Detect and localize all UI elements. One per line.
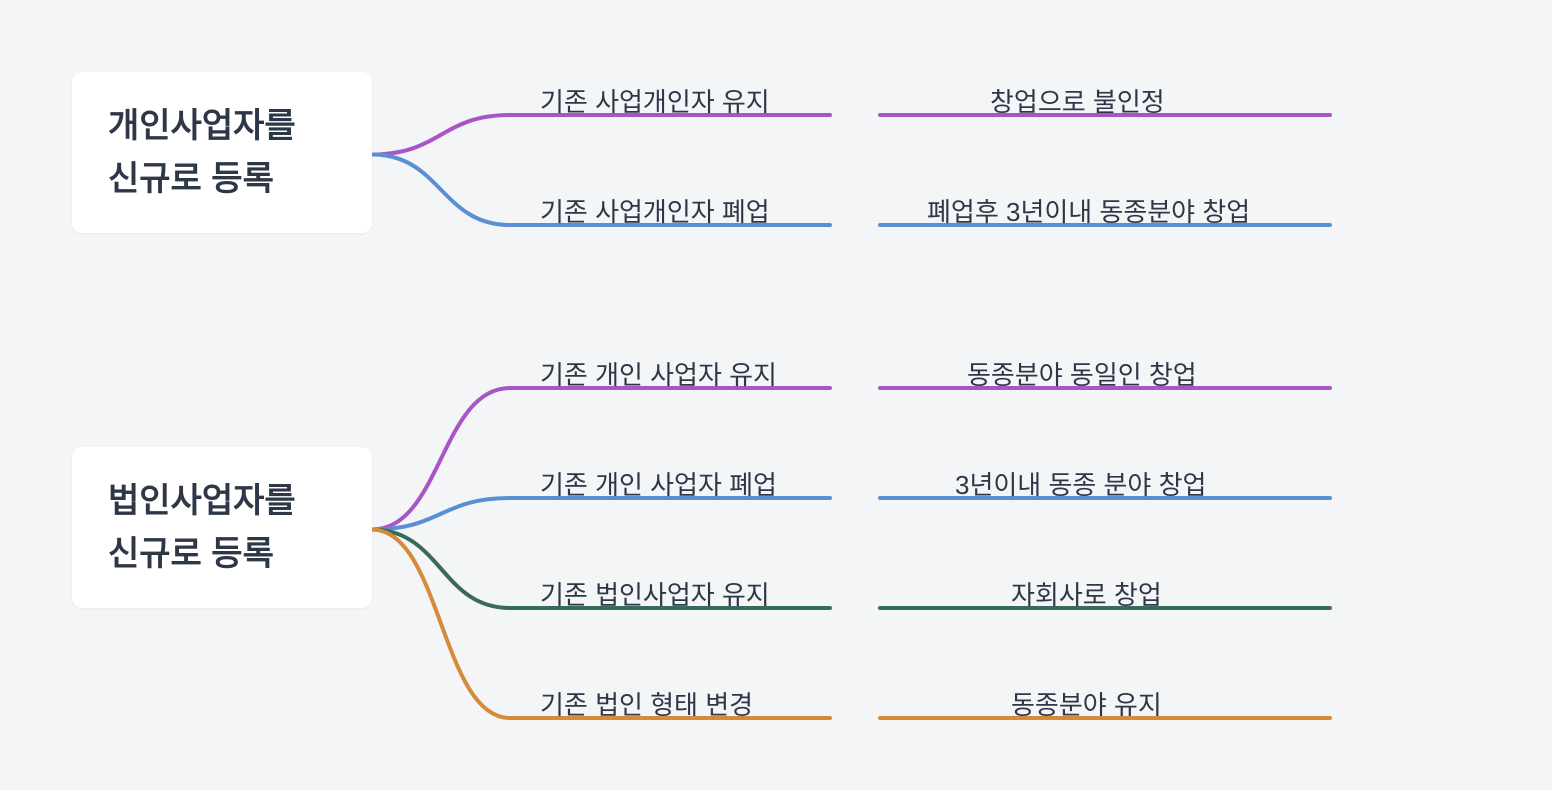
b1-connector xyxy=(372,115,830,155)
root1-label-line-1: 신규로 등록 xyxy=(108,153,336,206)
b4-label: 기존 개인 사업자 폐업 xyxy=(540,465,777,502)
b5-label: 기존 법인사업자 유지 xyxy=(540,575,770,612)
root2-box: 법인사업자를신규로 등록 xyxy=(72,447,372,608)
b3-connector xyxy=(372,388,830,530)
root1-label-line-0: 개인사업자를 xyxy=(108,100,336,153)
b3-leaf-label: 동종분야 동일인 창업 xyxy=(967,355,1197,392)
b1-leaf-label: 창업으로 불인정 xyxy=(990,82,1165,119)
b5-leaf-label: 자회사로 창업 xyxy=(1011,575,1162,612)
b2-label: 기존 사업개인자 폐업 xyxy=(540,192,770,229)
root2-label-line-0: 법인사업자를 xyxy=(108,475,336,528)
b3-label: 기존 개인 사업자 유지 xyxy=(540,355,777,392)
b2-leaf-label: 폐업후 3년이내 동종분야 창업 xyxy=(927,192,1250,229)
b6-label: 기존 법인 형태 변경 xyxy=(540,685,753,722)
b4-leaf-label: 3년이내 동종 분야 창업 xyxy=(955,465,1206,502)
root2-label-line-1: 신규로 등록 xyxy=(108,528,336,581)
b4-connector xyxy=(372,498,830,530)
b6-leaf-label: 동종분야 유지 xyxy=(1011,685,1162,722)
root1-box: 개인사업자를신규로 등록 xyxy=(72,72,372,233)
b1-label: 기존 사업개인자 유지 xyxy=(540,82,770,119)
